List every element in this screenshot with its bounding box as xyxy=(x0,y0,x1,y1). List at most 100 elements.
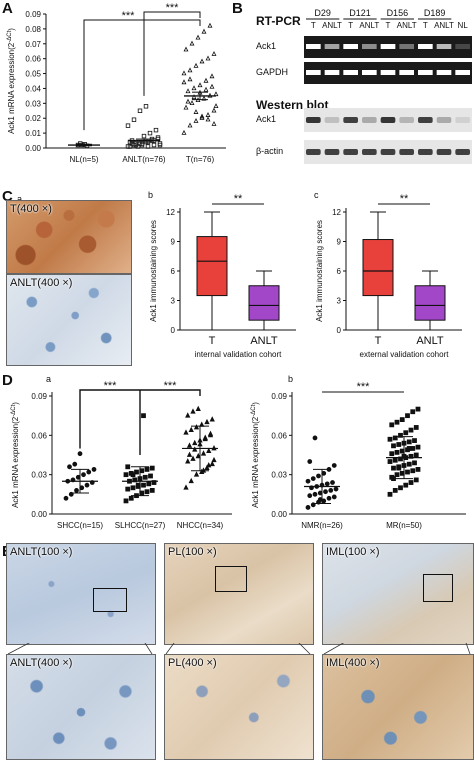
data-point xyxy=(328,488,334,493)
sig-label: *** xyxy=(104,380,118,392)
data-point xyxy=(398,432,403,438)
x-tick-label: ANLT(n=76) xyxy=(122,155,166,164)
data-point xyxy=(211,456,217,463)
data-point xyxy=(412,460,417,466)
data-point xyxy=(211,107,217,113)
data-point xyxy=(305,505,311,510)
gel-band xyxy=(399,70,414,75)
data-point xyxy=(193,62,199,68)
y-axis-label: Ack1 mRNA expression(2-ΔCt) xyxy=(251,402,260,508)
data-point xyxy=(391,443,396,449)
data-point xyxy=(197,82,203,88)
data-point xyxy=(399,417,405,422)
data-point xyxy=(403,430,409,436)
data-point xyxy=(132,477,138,483)
gel-band xyxy=(455,44,470,49)
data-point xyxy=(193,118,199,123)
data-point xyxy=(195,405,201,412)
y-tick-label: 0.09 xyxy=(25,10,41,19)
data-point xyxy=(206,462,212,468)
data-point xyxy=(191,85,197,91)
data-point xyxy=(185,412,191,418)
ihc-anlt-label: ANLT(400 ×) xyxy=(10,277,73,289)
data-point xyxy=(408,453,414,459)
data-point xyxy=(394,449,400,455)
data-point xyxy=(398,456,403,462)
data-point xyxy=(131,117,137,122)
data-point xyxy=(153,127,159,133)
data-point xyxy=(77,451,83,457)
panel-letter-b: B xyxy=(232,0,243,17)
data-point xyxy=(389,451,395,457)
data-point xyxy=(192,439,198,446)
data-point xyxy=(147,130,153,136)
gel-band xyxy=(343,44,358,49)
data-point xyxy=(403,482,409,488)
data-point xyxy=(394,472,400,478)
blot-lane-label: ANLT xyxy=(359,21,379,30)
data-point xyxy=(387,459,393,464)
panel-letter-d: D xyxy=(2,372,13,389)
ihc-tumor-image: T(400 ×) xyxy=(6,200,132,274)
data-point xyxy=(137,108,143,113)
data-point xyxy=(193,424,200,430)
data-point xyxy=(130,485,136,491)
zoom-box xyxy=(423,574,453,602)
data-point xyxy=(91,467,97,472)
blot-image: D29 D121 D156 D189 T ANLT T ANLT T ANLT T ANLT NL Ack… xyxy=(256,8,472,164)
data-point xyxy=(199,113,205,119)
data-point xyxy=(123,472,129,478)
blot-lane-label: ANLT xyxy=(434,21,454,30)
zoom-box xyxy=(93,588,127,612)
data-point xyxy=(331,494,337,500)
y-tick-label: 0.08 xyxy=(25,25,41,34)
data-point xyxy=(186,442,193,448)
y-tick-label: 0.04 xyxy=(25,84,41,93)
ihc-e-iml-400-image: IML(400 ×) xyxy=(322,654,474,760)
y-tick-label: 12 xyxy=(166,208,175,217)
data-point xyxy=(188,426,194,432)
data-point xyxy=(211,120,217,126)
gel-band xyxy=(436,70,452,75)
data-point xyxy=(125,464,131,470)
chart-d-a-scatter: a 0.00 0.03 0.06 0.09 Ack1 mRNA expression(2-… xyxy=(11,374,232,530)
y-tick-label: 0.03 xyxy=(271,471,287,480)
rtpcr-title: RT-PCR xyxy=(256,14,301,28)
blot-band xyxy=(455,149,470,155)
data-point xyxy=(202,435,208,442)
data-point xyxy=(187,76,193,82)
gel-band xyxy=(306,70,321,75)
data-point xyxy=(149,465,155,471)
data-point xyxy=(125,123,131,128)
data-point xyxy=(209,416,215,422)
data-point xyxy=(312,491,318,497)
data-point xyxy=(406,439,412,445)
data-point xyxy=(203,86,209,92)
x-tick-label: MR(n=50) xyxy=(386,521,422,530)
sig-bracket xyxy=(83,19,201,131)
ihc-tumor-label: T(400 ×) xyxy=(10,203,52,215)
data-point xyxy=(130,472,136,478)
ihc-anlt-image: ANLT(400 ×) xyxy=(6,274,132,366)
data-point xyxy=(86,469,92,475)
blot-band xyxy=(380,149,396,155)
y-tick-label: 0.00 xyxy=(25,144,41,153)
y-tick-label: 0.03 xyxy=(31,471,47,480)
x-tick-label: NL(n=5) xyxy=(69,155,98,164)
blot-panel: RT-PCR Western blot D29 D121 D156 D189 T ANLT… xyxy=(240,0,474,180)
data-point xyxy=(149,488,155,493)
data-point xyxy=(190,455,196,461)
y-tick-label: 9 xyxy=(337,238,342,247)
data-point xyxy=(307,459,313,464)
box xyxy=(414,285,446,321)
x-tick-label: T xyxy=(209,335,216,347)
y-tick-label: 12 xyxy=(332,208,341,217)
panel-letter-a: A xyxy=(2,0,13,17)
blot-sample-label: D29 xyxy=(314,8,331,18)
y-axis-label: Ack1 mRNA expression(2-ΔCt) xyxy=(11,402,20,508)
blot-row-label: Ack1 xyxy=(256,114,276,124)
blot-row-label: GAPDH xyxy=(256,67,288,77)
data-point xyxy=(323,489,328,495)
blot-band xyxy=(306,117,321,123)
box xyxy=(196,236,228,297)
